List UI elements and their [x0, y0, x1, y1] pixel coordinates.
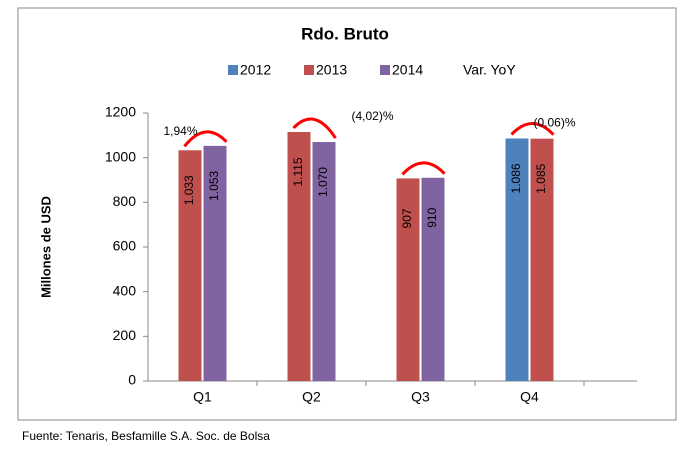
bar-value-label: 1.115: [291, 157, 305, 186]
legend-label: 2014: [392, 62, 423, 78]
legend-label: Var. YoY: [463, 62, 516, 78]
bar: [505, 138, 529, 381]
bar-value-label: 910: [425, 207, 439, 227]
bar: [287, 131, 311, 381]
y-tick-label: 200: [113, 327, 137, 343]
y-tick-label: 600: [113, 238, 137, 254]
yoy-label: (4,02)%: [352, 109, 394, 123]
bar: [203, 145, 227, 381]
legend-swatch: [380, 65, 390, 75]
bar-value-label: 1.053: [207, 170, 221, 200]
bar-value-label: 907: [400, 208, 414, 228]
y-axis-label: Millones de USD: [38, 196, 53, 298]
y-tick-label: 1000: [105, 148, 136, 164]
bar: [530, 138, 554, 381]
x-tick-label: Q3: [411, 389, 430, 405]
bar: [421, 177, 445, 381]
bar-value-label: 1.033: [182, 175, 196, 205]
bar: [396, 178, 420, 381]
x-tick-label: Q1: [193, 389, 212, 405]
x-tick-label: Q2: [302, 389, 321, 405]
y-tick-label: 800: [113, 193, 137, 209]
bar-value-label: 1.086: [509, 163, 523, 193]
bar: [178, 150, 202, 381]
source-note: Fuente: Tenaris, Besfamille S.A. Soc. de…: [22, 429, 270, 443]
legend-swatch: [228, 65, 238, 75]
y-tick-label: 0: [128, 372, 136, 388]
legend-label: 2012: [240, 62, 271, 78]
yoy-arc: [401, 161, 446, 176]
yoy-label: 1,94%: [163, 124, 197, 138]
legend-label: 2013: [316, 62, 347, 78]
y-tick-label: 400: [113, 282, 137, 298]
x-tick-label: Q4: [520, 389, 539, 405]
chart-title: Rdo. Bruto: [301, 24, 389, 43]
y-tick-label: 1200: [105, 104, 136, 120]
bar-value-label: 1.070: [316, 167, 330, 197]
yoy-arc: [292, 117, 337, 139]
yoy-arc: [510, 122, 555, 136]
yoy-arc: [183, 130, 228, 148]
bar-value-label: 1.085: [534, 163, 548, 193]
chart-border: [17, 7, 677, 421]
yoy-label: (0,06)%: [534, 116, 576, 130]
legend-swatch: [304, 65, 314, 75]
bar: [312, 142, 336, 381]
